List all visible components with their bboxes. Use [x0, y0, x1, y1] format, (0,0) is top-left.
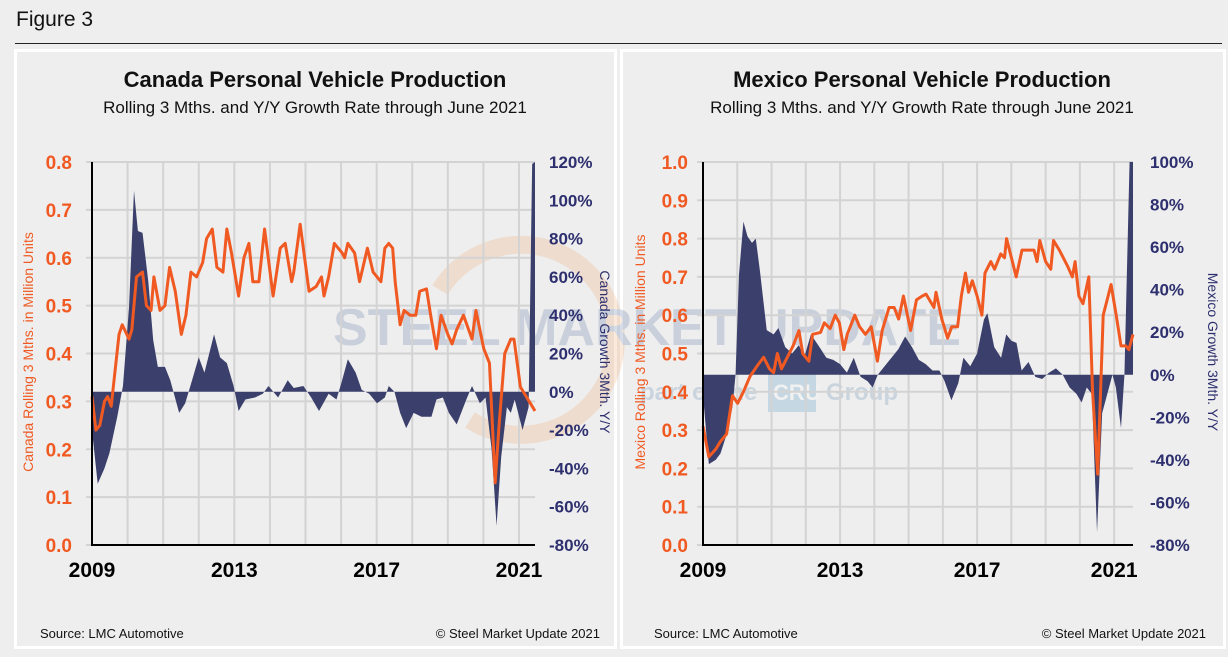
right-y-axis-title: Mexico Growth 3Mth. Y/Y — [1205, 273, 1221, 432]
watermark-arc — [432, 235, 625, 444]
right-y-tick-label: -20% — [549, 421, 589, 440]
right-y-tick-label: 80% — [1150, 196, 1184, 215]
production-line-series — [90, 222, 537, 485]
canada-chart: Canada Personal Vehicle Production Rollin… — [20, 67, 613, 641]
right-y-tick-label: 100% — [1150, 153, 1193, 172]
right-y-tick-label: 120% — [549, 153, 592, 172]
left-y-tick-label: 0.0 — [46, 536, 72, 557]
left-y-tick-label: 0.8 — [662, 230, 688, 251]
right-y-tick-label: 0% — [549, 383, 574, 402]
x-tick-label: 2013 — [211, 559, 258, 582]
left-y-tick-label: 0.6 — [662, 306, 688, 327]
right-y-tick-label: -80% — [1150, 536, 1190, 555]
left-y-tick-label: 0.5 — [662, 345, 689, 366]
right-y-tick-label: 60% — [549, 268, 583, 287]
left-y-tick-label: 0.3 — [662, 421, 688, 442]
left-y-tick-label: 0.1 — [46, 488, 73, 509]
left-y-tick-label: 1.0 — [662, 153, 688, 174]
left-y-tick-label: 0.6 — [46, 249, 72, 270]
chart-subtitle: Rolling 3 Mths. and Y/Y Growth Rate thro… — [710, 98, 1134, 117]
right-y-tick-label: 20% — [549, 345, 583, 364]
right-y-tick-label: -40% — [549, 459, 589, 478]
left-y-tick-label: 0.7 — [662, 268, 688, 289]
left-y-tick-label: 0.5 — [46, 297, 73, 318]
right-y-tick-label: 40% — [1150, 281, 1184, 300]
right-y-tick-label: -60% — [549, 498, 589, 517]
x-tick-label: 2021 — [496, 559, 543, 582]
source-note: Source: LMC Automotive — [654, 626, 798, 641]
source-note: Source: LMC Automotive — [40, 626, 184, 641]
right-y-tick-label: -80% — [549, 536, 589, 555]
right-y-tick-label: 20% — [1150, 323, 1184, 342]
left-y-tick-label: 0.0 — [662, 536, 688, 557]
copyright-note: © Steel Market Update 2021 — [1042, 626, 1206, 641]
left-y-tick-label: 0.3 — [46, 392, 72, 413]
left-y-tick-label: 0.2 — [46, 440, 72, 461]
left-y-tick-label: 0.9 — [662, 191, 688, 212]
x-tick-label: 2009 — [69, 559, 116, 582]
x-tick-label: 2017 — [353, 559, 400, 582]
mexico-chart: Mexico Personal Vehicle Production Rollin… — [632, 67, 1221, 641]
left-y-tick-label: 0.4 — [662, 383, 689, 404]
chart-title: Mexico Personal Vehicle Production — [733, 67, 1111, 92]
x-tick-label: 2017 — [954, 559, 1001, 582]
chart-subtitle: Rolling 3 Mths. and Y/Y Growth Rate thro… — [103, 98, 527, 117]
right-y-axis-title: Canada Growth 3Mth. Y/Y — [597, 270, 613, 434]
chart-title: Canada Personal Vehicle Production — [124, 67, 507, 92]
right-y-tick-label: 40% — [549, 306, 583, 325]
x-tick-label: 2009 — [680, 559, 727, 582]
right-y-tick-label: -40% — [1150, 451, 1190, 470]
left-y-tick-label: 0.8 — [46, 153, 72, 174]
right-y-tick-label: 100% — [549, 191, 592, 210]
x-tick-label: 2013 — [817, 559, 864, 582]
right-y-tick-label: 0% — [1150, 366, 1175, 385]
right-y-tick-label: -60% — [1150, 493, 1190, 512]
left-y-axis-title: Mexico Rolling 3 Mths. in Million Units — [632, 235, 648, 470]
left-y-tick-label: 0.7 — [46, 201, 72, 222]
left-y-tick-label: 0.1 — [662, 498, 689, 519]
cru-logo-box — [768, 368, 816, 412]
right-y-tick-label: 80% — [549, 230, 583, 249]
left-y-tick-label: 0.4 — [46, 345, 73, 366]
production-line-series — [701, 237, 1135, 476]
figure-label: Figure 3 — [16, 8, 94, 31]
figure-title-rule — [15, 43, 1222, 44]
right-y-tick-label: -20% — [1150, 408, 1190, 427]
mexico-chart-panel — [620, 49, 1226, 649]
copyright-note: © Steel Market Update 2021 — [436, 626, 600, 641]
right-y-tick-label: 60% — [1150, 238, 1184, 257]
left-y-tick-label: 0.2 — [662, 459, 688, 480]
x-tick-label: 2021 — [1091, 559, 1138, 582]
left-y-axis-title: Canada Rolling 3 Mths. in Million Units — [20, 232, 36, 472]
